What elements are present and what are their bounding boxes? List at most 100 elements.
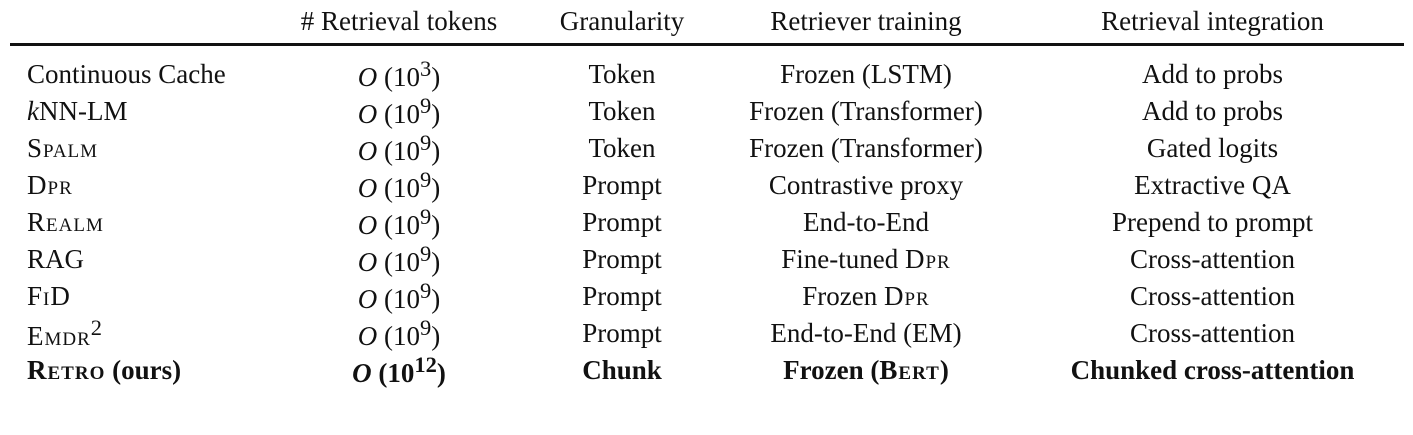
retriever-training: End-to-End — [803, 207, 929, 237]
retrieval-integration: Prepend to prompt — [1112, 207, 1313, 237]
training-end: ) — [939, 355, 949, 385]
table-row: Realm O (109) Prompt End-to-End Prepend … — [10, 204, 1404, 241]
table-row-highlight: Retro (ours) O (1012) Chunk Frozen (Bert… — [10, 352, 1404, 389]
retrieval-integration: Cross-attention — [1130, 281, 1295, 311]
header-granularity: Granularity — [533, 0, 711, 46]
retrieval-integration: Extractive QA — [1134, 170, 1291, 200]
tokens-exponent: 9 — [420, 130, 432, 155]
retriever-training: Fine-tuned Dpr — [711, 241, 1021, 278]
table-row: kNN-LM O (109) Token Frozen (Transformer… — [10, 93, 1404, 130]
big-o: O — [357, 99, 378, 129]
big-o: O — [357, 247, 378, 277]
model-name: RAG — [27, 244, 85, 274]
table-row: Spalm O (109) Token Frozen (Transformer)… — [10, 130, 1404, 167]
retriever-training: Contrastive proxy — [768, 170, 964, 200]
model-name: kNN-LM — [10, 93, 265, 130]
model-sc: FiD — [27, 281, 71, 311]
big-o: O — [357, 136, 378, 166]
table-row: Emdr2 O (109) Prompt End-to-End (EM) Cro… — [10, 315, 1404, 352]
tokens-exponent: 12 — [414, 352, 437, 377]
retrieval-tokens: O (109) — [357, 315, 441, 351]
training-sc: Bert — [879, 355, 940, 385]
retriever-training: Frozen Dpr — [711, 278, 1021, 315]
granularity: Chunk — [582, 355, 662, 385]
model-name: Spalm — [27, 133, 99, 163]
retrieval-integration: Add to probs — [1142, 59, 1283, 89]
retrieval-comparison-table: # Retrieval tokens Granularity Retriever… — [10, 0, 1404, 389]
retrieval-tokens: O (109) — [357, 278, 441, 314]
model-sc: Emdr — [27, 321, 91, 351]
tokens-base: 10 — [393, 247, 420, 277]
big-o: O — [357, 62, 378, 92]
tokens-exponent: 3 — [420, 56, 432, 81]
model-name: Continuous Cache — [27, 59, 226, 89]
header-retrieval-integration: Retrieval integration — [1021, 0, 1404, 46]
tokens-base: 10 — [393, 321, 420, 351]
tokens-exponent: 9 — [420, 204, 432, 229]
retrieval-tokens: O (1012) — [352, 352, 446, 388]
tokens-exponent: 9 — [420, 93, 432, 118]
retrieval-integration: Gated logits — [1146, 133, 1279, 163]
tokens-base: 10 — [393, 136, 420, 166]
big-o: O — [357, 210, 378, 240]
header-retrieval-tokens: # Retrieval tokens — [265, 0, 533, 46]
big-o: O — [357, 321, 378, 351]
training-sc: Dpr — [883, 281, 930, 311]
retriever-training: Frozen (Transformer) — [749, 96, 983, 126]
training-text: Frozen ( — [783, 355, 880, 385]
table-row: Dpr O (109) Prompt Contrastive proxy Ext… — [10, 167, 1404, 204]
model-name: Realm — [27, 207, 104, 237]
tokens-base: 10 — [393, 173, 420, 203]
tokens-base: 10 — [393, 284, 420, 314]
header-retriever-training: Retriever training — [711, 0, 1021, 46]
retrieval-tokens: O (103) — [357, 56, 441, 92]
table-body: Continuous Cache O (103) Token Frozen (L… — [10, 45, 1404, 390]
table-header: # Retrieval tokens Granularity Retriever… — [10, 0, 1404, 46]
model-rest: NN-LM — [38, 96, 128, 126]
big-o: O — [357, 173, 378, 203]
table-row: RAG O (109) Prompt Fine-tuned Dpr Cross-… — [10, 241, 1404, 278]
tokens-exponent: 9 — [420, 278, 432, 303]
tokens-base: 10 — [393, 210, 420, 240]
tokens-exponent: 9 — [420, 315, 432, 340]
granularity: Token — [588, 59, 656, 89]
retrieval-integration: Add to probs — [1142, 96, 1283, 126]
model-name: Dpr — [27, 170, 73, 200]
header-model — [10, 0, 265, 46]
retriever-training: End-to-End (EM) — [770, 318, 962, 348]
retrieval-tokens: O (109) — [357, 167, 441, 203]
retrieval-integration: Cross-attention — [1130, 244, 1295, 274]
granularity: Token — [588, 96, 656, 126]
model-name: FiD — [10, 278, 265, 315]
header-row: # Retrieval tokens Granularity Retriever… — [10, 0, 1404, 46]
retrieval-integration: Cross-attention — [1130, 318, 1295, 348]
granularity: Prompt — [582, 170, 662, 200]
tokens-exponent: 9 — [420, 167, 432, 192]
granularity: Prompt — [582, 207, 662, 237]
table-row: FiD O (109) Prompt Frozen Dpr Cross-atte… — [10, 278, 1404, 315]
granularity: Prompt — [582, 318, 662, 348]
retrieval-tokens: O (109) — [357, 130, 441, 166]
tokens-base: 10 — [393, 62, 420, 92]
training-sc: Dpr — [904, 244, 951, 274]
training-text: Fine-tuned — [781, 244, 905, 274]
big-o: O — [357, 284, 378, 314]
granularity: Prompt — [582, 244, 662, 274]
model-name: Retro (ours) — [10, 352, 265, 389]
retrieval-integration: Chunked cross-attention — [1070, 355, 1355, 385]
retriever-training: Frozen (Transformer) — [749, 133, 983, 163]
model-superscript: 2 — [90, 315, 103, 340]
model-name: Emdr2 — [10, 315, 265, 352]
retrieval-tokens: O (109) — [357, 93, 441, 129]
comparison-table-wrapper: # Retrieval tokens Granularity Retriever… — [10, 0, 1404, 389]
tokens-exponent: 9 — [420, 241, 432, 266]
retrieval-tokens: O (109) — [357, 241, 441, 277]
granularity: Prompt — [582, 281, 662, 311]
table-row: Continuous Cache O (103) Token Frozen (L… — [10, 45, 1404, 94]
retrieval-tokens: O (109) — [357, 204, 441, 240]
granularity: Token — [588, 133, 656, 163]
model-rest: (ours) — [105, 355, 182, 385]
training-text: Frozen — [802, 281, 884, 311]
model-k: k — [27, 96, 39, 126]
model-sc: Retro — [27, 355, 106, 385]
